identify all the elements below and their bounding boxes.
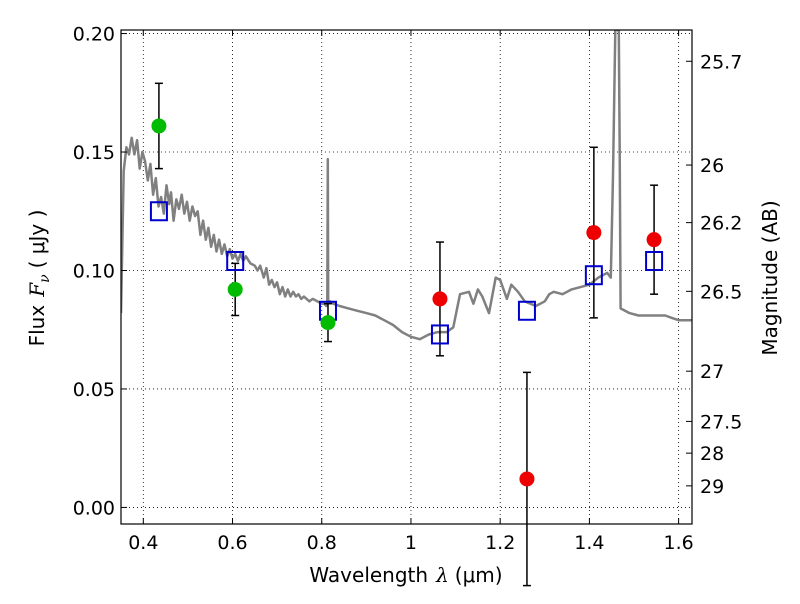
model-photometry-squares [149, 201, 664, 345]
sed-model-curve [121, 30, 692, 341]
observed-point-green [227, 281, 243, 297]
grid [121, 30, 692, 524]
y2-tick-label: 25.7 [700, 51, 742, 73]
observed-point-green [151, 118, 167, 134]
observed-point-red [646, 232, 662, 248]
model-square [517, 300, 536, 321]
y-tick-label: 0.00 [73, 497, 115, 519]
y2-tick-label: 27.5 [700, 411, 742, 433]
observed-points [151, 118, 662, 487]
ticks: 0.4 0.6 0.8 1 1.2 1.4 1.6 0.00 0.05 0.10 0.15 0.20 2… [73, 24, 743, 554]
x-tick-label: 0.8 [307, 532, 337, 554]
y2-axis-label: Magnitude (AB) [758, 200, 782, 355]
plot-frame [120, 29, 693, 525]
plot-border [120, 29, 693, 525]
observed-point-red [432, 291, 448, 307]
x-axis-label: Wavelength λ (μm) [309, 563, 502, 587]
x-tick-label: 1.2 [485, 532, 515, 554]
y2-tick-label: 29 [700, 476, 724, 498]
x-tick-label: 0.6 [217, 532, 247, 554]
y2-tick-label: 28 [700, 443, 724, 465]
model-square [584, 265, 603, 286]
y-axis-label: FluxFν( μJy ) [25, 210, 53, 347]
x-tick-label: 1 [405, 532, 417, 554]
observed-point-red [519, 471, 535, 487]
y2-tick-label: 27 [700, 361, 724, 383]
y-tick-label: 0.20 [73, 24, 115, 46]
y2-tick-label: 26 [700, 155, 724, 177]
x-tick-label: 0.4 [128, 532, 158, 554]
model-square [226, 251, 245, 272]
y-tick-label: 0.10 [73, 260, 115, 282]
observed-point-red [586, 225, 602, 241]
sed-model-curve-group [121, 30, 692, 341]
y-tick-label: 0.15 [73, 142, 115, 164]
y2-tick-label: 26.2 [700, 213, 742, 235]
model-square [149, 201, 168, 222]
x-tick-label: 1.6 [664, 532, 694, 554]
model-square [430, 324, 449, 345]
observed-point-green [320, 315, 336, 331]
y2-tick-label: 26.5 [700, 281, 742, 303]
model-square [645, 251, 664, 272]
x-tick-label: 1.4 [574, 532, 604, 554]
y-tick-label: 0.05 [73, 379, 115, 401]
